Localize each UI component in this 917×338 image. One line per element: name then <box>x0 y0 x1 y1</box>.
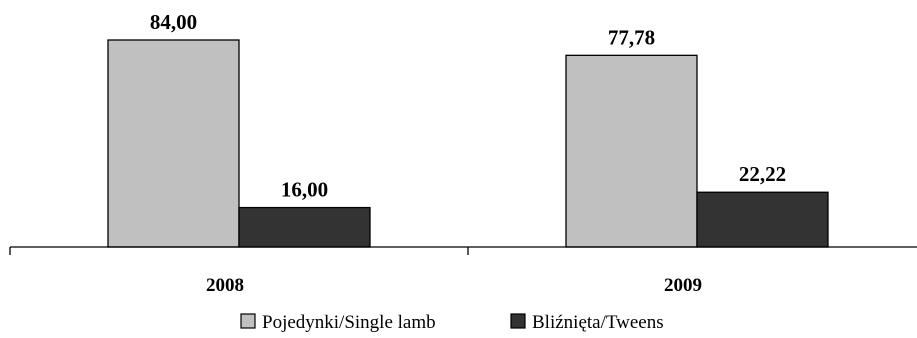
bar-2008-series-2 <box>238 206 371 248</box>
data-label-2009-series-2: 22,22 <box>739 162 786 186</box>
x-tick-label-2008: 2008 <box>206 275 244 296</box>
legend-label-series-2: Bliźnięta/Tweens <box>532 312 664 333</box>
legend: Pojedynki/Single lamb Bliźnięta/Tweens <box>240 312 664 333</box>
data-label-2008-series-1: 84,00 <box>150 10 197 34</box>
data-label-2008-series-2: 16,00 <box>281 178 328 202</box>
legend-swatch-series-2 <box>510 313 526 329</box>
labels-layer: 84,00 16,00 2008 77,78 22,22 2009 <box>150 10 786 296</box>
data-label-2009-series-1: 77,78 <box>608 25 655 49</box>
x-tick-label-2009: 2009 <box>664 275 702 296</box>
legend-label-series-1: Pojedynki/Single lamb <box>262 312 436 333</box>
bar-2009-series-1 <box>565 54 698 248</box>
bar-2008-series-1 <box>107 39 240 248</box>
legend-swatch-series-1 <box>240 313 256 329</box>
bar-2009-series-2 <box>696 191 829 248</box>
x-axis <box>9 246 917 255</box>
bars-layer <box>107 39 829 248</box>
